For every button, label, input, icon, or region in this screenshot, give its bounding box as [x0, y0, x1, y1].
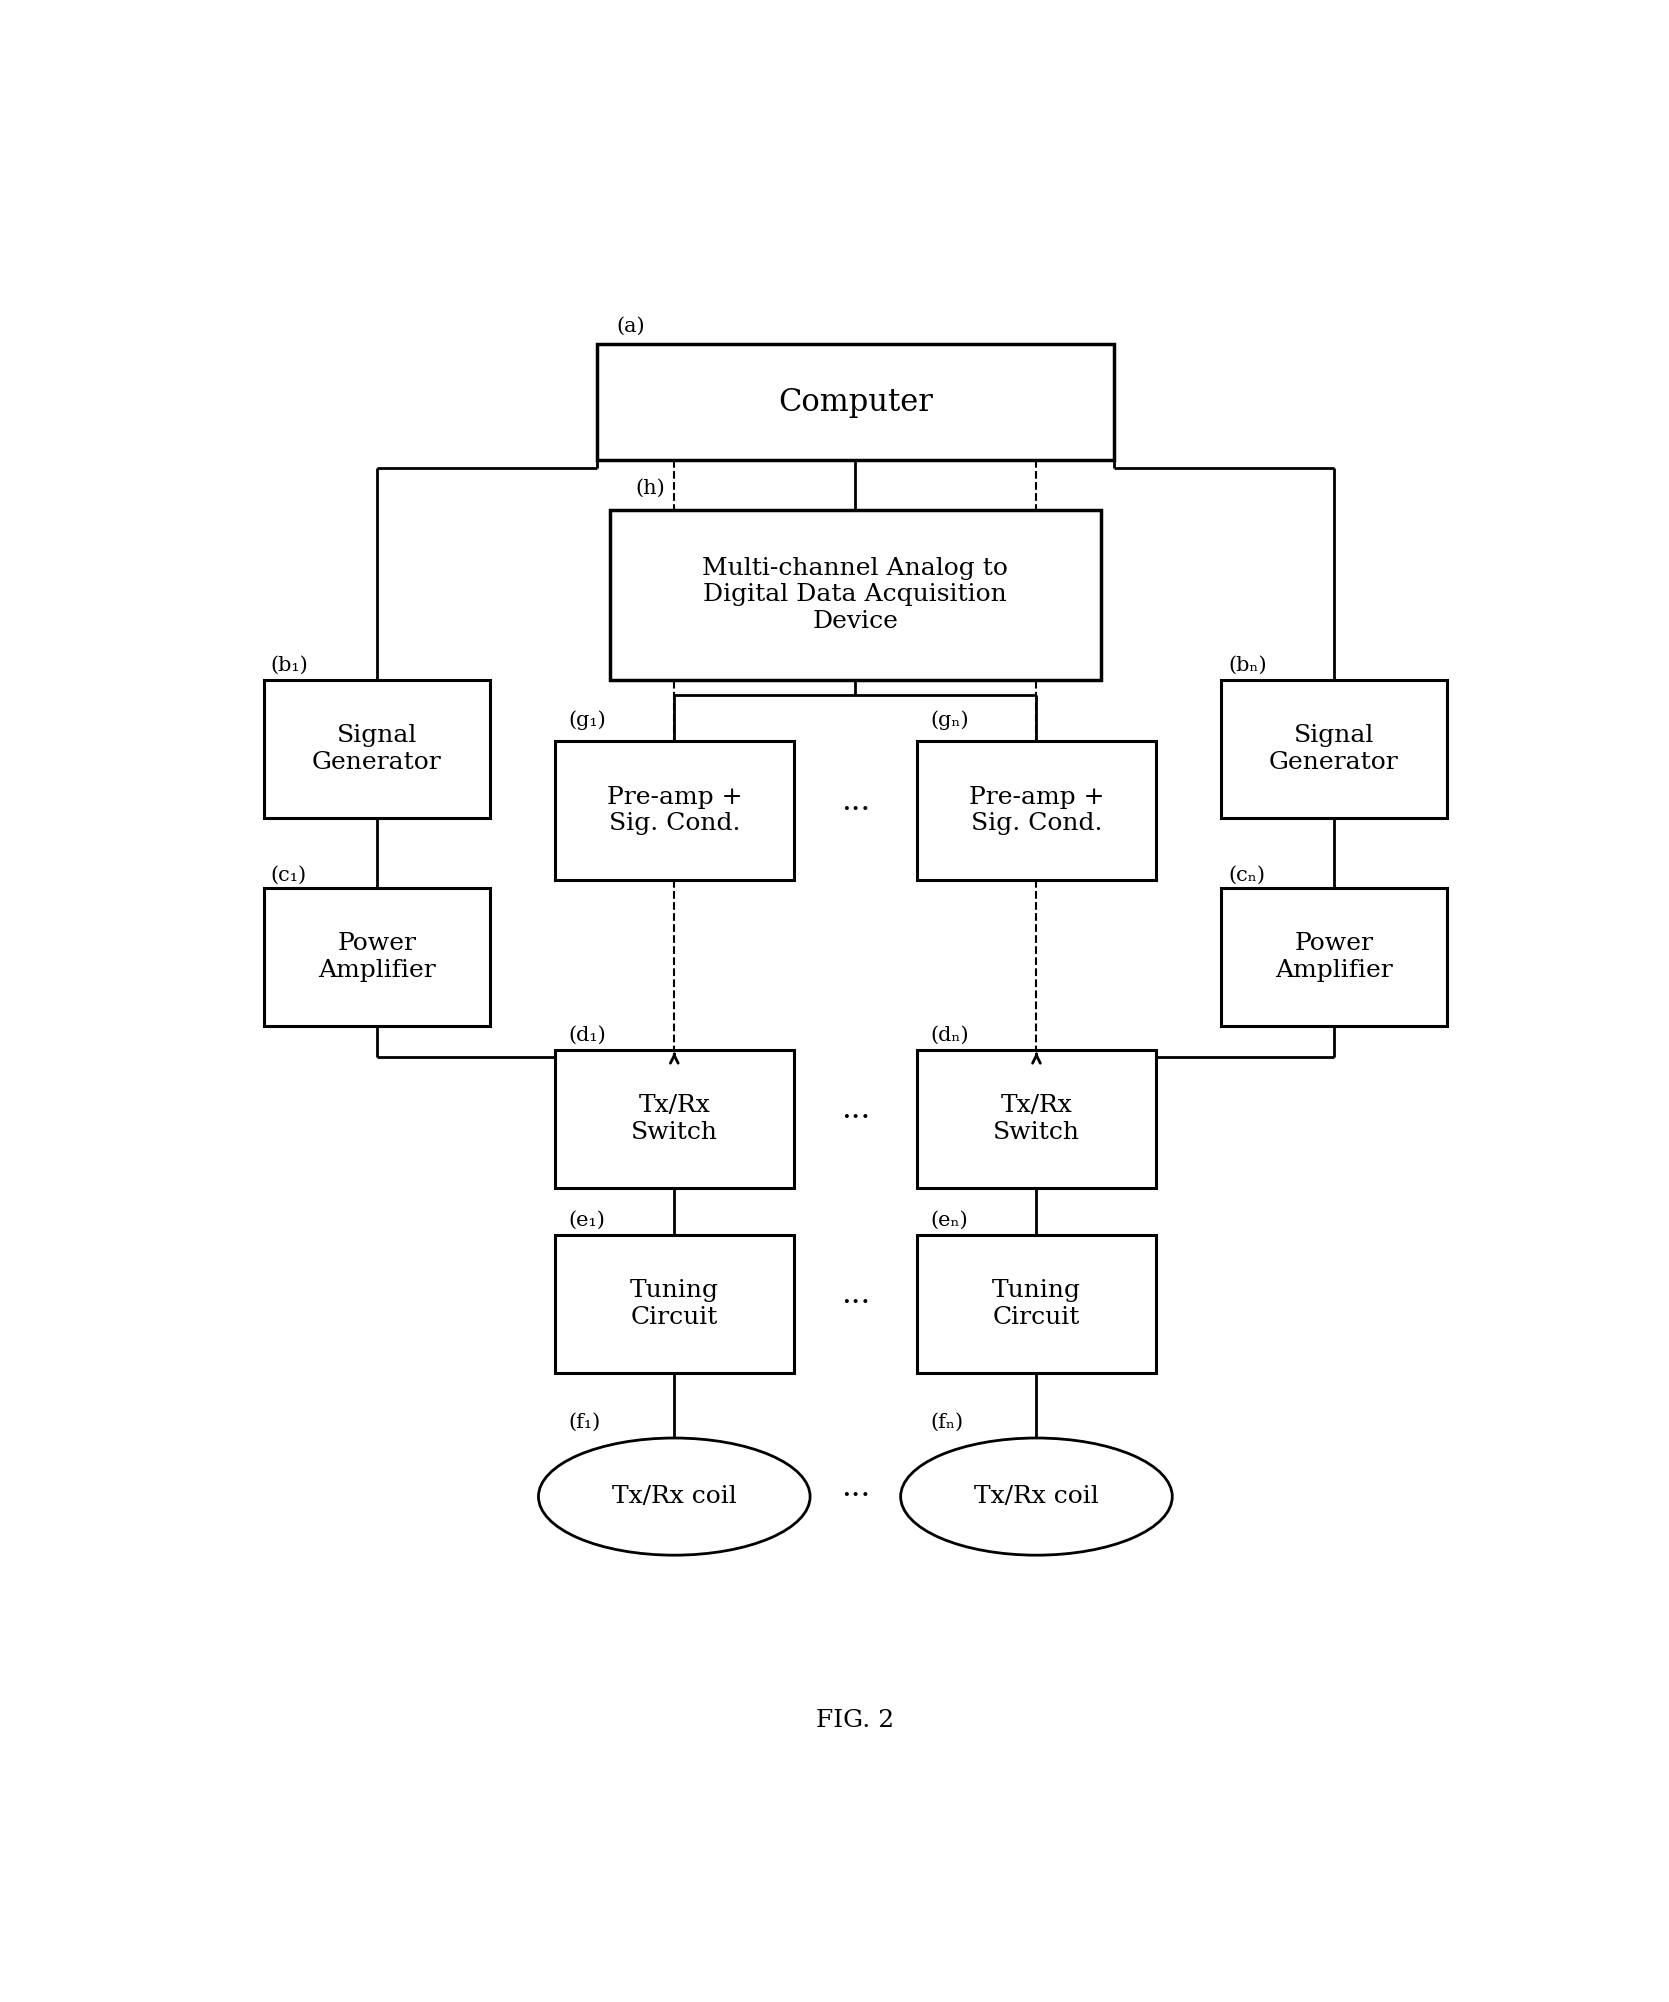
Text: FIG. 2: FIG. 2	[816, 1708, 895, 1732]
Ellipse shape	[539, 1437, 809, 1556]
Text: (dₙ): (dₙ)	[930, 1025, 970, 1045]
Bar	[1220, 887, 1447, 1027]
Text: Power
Amplifier: Power Amplifier	[317, 933, 436, 981]
Text: Computer: Computer	[778, 386, 933, 418]
Bar	[264, 887, 491, 1027]
Text: (eₙ): (eₙ)	[930, 1211, 968, 1229]
Text: (a): (a)	[616, 316, 644, 336]
Bar	[1220, 679, 1447, 819]
Text: Signal
Generator: Signal Generator	[312, 725, 442, 773]
Text: Tx/Rx
Switch: Tx/Rx Switch	[993, 1095, 1080, 1143]
Bar	[916, 1235, 1157, 1373]
Text: (d₁): (d₁)	[567, 1025, 606, 1045]
Text: ···: ···	[841, 795, 870, 827]
Bar	[264, 679, 491, 819]
Text: (c₁): (c₁)	[270, 865, 307, 885]
Text: (fₙ): (fₙ)	[930, 1413, 963, 1431]
Text: (h): (h)	[636, 478, 666, 498]
Bar	[554, 1049, 794, 1189]
Text: Power
Amplifier: Power Amplifier	[1275, 933, 1394, 981]
Bar	[916, 1049, 1157, 1189]
Text: Tx/Rx coil: Tx/Rx coil	[613, 1485, 736, 1508]
Bar	[609, 511, 1102, 679]
Text: Signal
Generator: Signal Generator	[1268, 725, 1399, 773]
Text: ···: ···	[841, 1289, 870, 1319]
Text: (b₁): (b₁)	[270, 657, 309, 675]
Text: (g₁): (g₁)	[567, 711, 606, 731]
Text: (e₁): (e₁)	[567, 1211, 606, 1229]
Text: Tuning
Circuit: Tuning Circuit	[991, 1279, 1082, 1329]
Text: Pre-amp +
Sig. Cond.: Pre-amp + Sig. Cond.	[606, 787, 743, 835]
Bar	[916, 741, 1157, 881]
Bar	[554, 1235, 794, 1373]
Text: ···: ···	[841, 1103, 870, 1135]
Text: (gₙ): (gₙ)	[930, 711, 970, 731]
Text: Tx/Rx
Switch: Tx/Rx Switch	[631, 1095, 718, 1143]
Bar	[554, 741, 794, 881]
Text: Pre-amp +
Sig. Cond.: Pre-amp + Sig. Cond.	[968, 787, 1105, 835]
Text: (bₙ): (bₙ)	[1228, 657, 1267, 675]
Ellipse shape	[901, 1437, 1172, 1556]
Text: (f₁): (f₁)	[567, 1413, 601, 1431]
Text: Tuning
Circuit: Tuning Circuit	[629, 1279, 719, 1329]
Text: (cₙ): (cₙ)	[1228, 865, 1265, 885]
Text: Tx/Rx coil: Tx/Rx coil	[975, 1485, 1098, 1508]
Text: Multi-channel Analog to
Digital Data Acquisition
Device: Multi-channel Analog to Digital Data Acq…	[703, 557, 1008, 633]
Bar	[596, 344, 1113, 460]
Text: ···: ···	[841, 1481, 870, 1512]
